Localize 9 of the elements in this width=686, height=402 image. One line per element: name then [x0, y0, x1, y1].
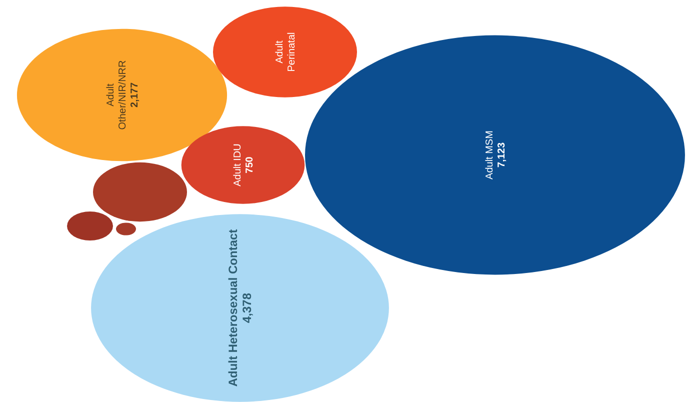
data-label: 750: [244, 156, 256, 174]
category-label: Adult Perinatal: [274, 32, 298, 72]
data-label: 2,177: [130, 82, 140, 108]
category-label: Adult Other/NIR/NRR: [106, 60, 128, 130]
data-label: 7,123: [496, 142, 508, 168]
category-label: Adult IDU: [232, 144, 244, 186]
data-label: 4,378: [240, 292, 254, 324]
category-label: Adult Heterosexual Contact: [226, 229, 240, 387]
category-label: Adult MSM: [484, 130, 496, 180]
